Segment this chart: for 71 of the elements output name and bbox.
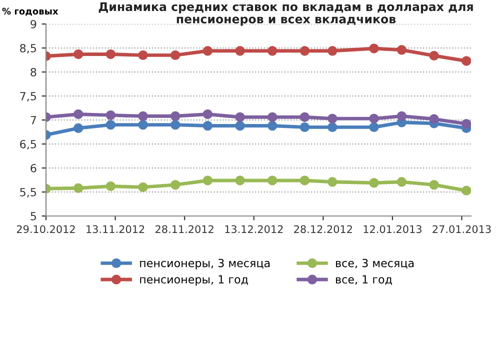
point bbox=[202, 46, 213, 56]
point bbox=[106, 120, 116, 130]
point bbox=[202, 109, 213, 120]
point bbox=[328, 114, 338, 124]
point bbox=[300, 176, 310, 186]
point bbox=[170, 180, 180, 190]
point bbox=[235, 120, 245, 131]
x-tick-label: 27.01.2013 bbox=[432, 225, 491, 234]
point bbox=[300, 122, 310, 132]
point bbox=[106, 49, 116, 60]
y-axis-title: % годовых bbox=[2, 8, 58, 16]
point bbox=[396, 111, 407, 122]
point bbox=[429, 50, 439, 61]
legend-label: пенсионеры, 3 месяца bbox=[140, 258, 270, 270]
point bbox=[300, 46, 310, 56]
y-tick-label: 9 bbox=[30, 20, 36, 28]
point bbox=[267, 176, 278, 186]
point bbox=[267, 120, 278, 131]
y-tick-label: 7 bbox=[30, 116, 36, 124]
point bbox=[396, 45, 407, 55]
point bbox=[328, 122, 338, 132]
point bbox=[106, 110, 116, 120]
chart-title: Динамика средних ставок по вкладам в долларах для пенсионеров и всех вкладчиков bbox=[98, 2, 473, 26]
legend-label: все, 3 месяца bbox=[336, 258, 414, 269]
point bbox=[369, 44, 379, 54]
point bbox=[202, 176, 213, 186]
legend-label: пенсионеры, 1 год bbox=[140, 275, 248, 286]
y-tick-label: 8,5 bbox=[20, 44, 36, 54]
point bbox=[235, 176, 245, 186]
point bbox=[138, 50, 148, 60]
point bbox=[328, 46, 338, 56]
x-tick-label: 12.01.2013 bbox=[364, 225, 422, 234]
point bbox=[73, 183, 84, 194]
point bbox=[138, 120, 148, 130]
point bbox=[369, 114, 379, 124]
y-tick-label: 7,5 bbox=[20, 92, 36, 102]
point bbox=[138, 111, 148, 122]
point bbox=[235, 46, 245, 56]
point bbox=[396, 177, 407, 187]
point bbox=[267, 46, 278, 56]
point bbox=[170, 120, 180, 130]
point bbox=[73, 109, 84, 120]
y-tick-label: 6,5 bbox=[20, 140, 36, 150]
point bbox=[462, 118, 471, 129]
y-tick-label: 8 bbox=[30, 68, 36, 76]
legend-label: все, 1 год bbox=[336, 275, 392, 285]
point bbox=[429, 114, 439, 124]
x-tick-label: 13.11.2012 bbox=[86, 225, 144, 234]
point bbox=[73, 123, 84, 134]
point bbox=[369, 178, 379, 188]
point bbox=[138, 182, 148, 192]
point bbox=[106, 181, 116, 192]
point bbox=[300, 112, 310, 122]
point bbox=[170, 50, 180, 60]
point bbox=[462, 56, 471, 66]
point bbox=[267, 112, 278, 122]
y-tick-label: 5 bbox=[30, 212, 36, 220]
point bbox=[369, 122, 379, 132]
x-tick-label: 28.12.2012 bbox=[294, 225, 352, 234]
point bbox=[202, 120, 213, 131]
x-tick-label: 29.10.2012 bbox=[16, 225, 75, 234]
point bbox=[73, 49, 84, 60]
x-tick-label: 13.12.2012 bbox=[225, 225, 283, 234]
y-tick-label: 5,5 bbox=[20, 188, 36, 198]
point bbox=[328, 177, 338, 187]
point bbox=[462, 186, 471, 196]
y-tick-label: 6 bbox=[30, 164, 36, 172]
point bbox=[235, 112, 245, 122]
point bbox=[170, 111, 180, 122]
x-tick-label: 28.11.2012 bbox=[156, 225, 214, 234]
point bbox=[429, 180, 439, 190]
